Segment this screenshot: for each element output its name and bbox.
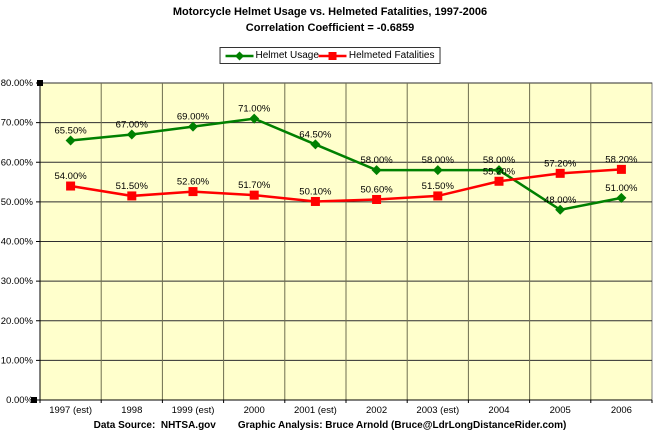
chart-title: Motorcycle Helmet Usage vs. Helmeted Fat… bbox=[172, 6, 488, 18]
data-point-label-helmeted-fatalities: 55.20% bbox=[483, 166, 516, 177]
data-point-label-helmet-usage: 67.00% bbox=[116, 120, 149, 131]
chart-subtitle: Correlation Coefficient = -0.6859 bbox=[245, 22, 415, 34]
data-point-label-helmet-usage: 51.00% bbox=[605, 183, 638, 194]
data-point-label-helmet-usage: 71.00% bbox=[238, 104, 271, 115]
data-point-marker-helmeted-fatalities bbox=[249, 190, 259, 200]
legend-label-helmeted-fatalities: Helmeted Fatalities bbox=[348, 50, 435, 61]
data-point-label-helmeted-fatalities: 57.20% bbox=[544, 158, 577, 169]
legend-sample-helmeted-fatalities-icon bbox=[318, 51, 347, 60]
legend-sample-helmet-usage-icon bbox=[225, 51, 254, 60]
series-line-helmet-usage bbox=[70, 117, 622, 212]
data-point-marker-helmet-usage bbox=[188, 121, 198, 132]
data-point-marker-helmeted-fatalities bbox=[433, 191, 443, 201]
y-tick-label: 80.00% bbox=[1, 78, 34, 89]
data-point-label-helmeted-fatalities: 50.60% bbox=[360, 184, 393, 195]
data-point-label-helmet-usage: 58.00% bbox=[360, 155, 393, 166]
x-tick-label: 2000 bbox=[244, 405, 265, 416]
data-point-label-helmet-usage: 69.00% bbox=[177, 112, 210, 123]
legend-item-helmeted-fatalities: Helmeted Fatalities bbox=[318, 50, 435, 61]
data-point-label-helmeted-fatalities: 51.50% bbox=[116, 181, 149, 192]
data-point-marker-helmet-usage bbox=[555, 204, 566, 215]
data-point-marker-helmeted-fatalities bbox=[310, 196, 320, 206]
data-point-marker-helmeted-fatalities bbox=[127, 191, 137, 201]
y-tick-label: 70.00% bbox=[1, 118, 34, 129]
data-point-label-helmet-usage: 58.00% bbox=[483, 155, 516, 166]
data-point-marker-helmeted-fatalities bbox=[555, 168, 565, 178]
footer-data-source: Data Source: NHTSA.gov bbox=[93, 420, 216, 431]
data-point-marker-helmet-usage bbox=[616, 192, 627, 203]
data-point-marker-helmeted-fatalities bbox=[494, 176, 504, 186]
data-point-label-helmet-usage: 58.00% bbox=[422, 155, 455, 166]
data-point-marker-helmet-usage bbox=[494, 165, 504, 176]
data-point-label-helmeted-fatalities: 58.20% bbox=[605, 154, 638, 165]
data-point-label-helmeted-fatalities: 51.50% bbox=[422, 181, 455, 192]
data-point-marker-helmet-usage bbox=[310, 139, 321, 150]
x-tick-label: 2006 bbox=[611, 405, 632, 416]
x-tick-label: 2002 bbox=[366, 405, 387, 416]
data-point-marker-helmet-usage bbox=[65, 135, 76, 146]
y-tick-label: 30.00% bbox=[1, 276, 34, 287]
x-tick-label: 1998 bbox=[121, 405, 142, 416]
chart-footer: Data Source: NHTSA.gov Graphic Analysis:… bbox=[0, 420, 660, 431]
legend-sample-marker bbox=[235, 51, 245, 60]
data-point-label-helmeted-fatalities: 50.10% bbox=[299, 186, 332, 197]
legend-label-helmet-usage: Helmet Usage bbox=[255, 50, 319, 61]
data-point-marker-helmeted-fatalities bbox=[188, 187, 198, 197]
x-tick-label: 1999 (est) bbox=[172, 405, 215, 416]
axis-selection-handle bbox=[31, 397, 37, 403]
axis-selection-handle bbox=[37, 80, 43, 86]
data-point-marker-helmet-usage bbox=[371, 165, 382, 176]
y-tick-label: 20.00% bbox=[1, 316, 34, 327]
data-point-label-helmeted-fatalities: 51.70% bbox=[238, 180, 271, 191]
data-point-marker-helmeted-fatalities bbox=[372, 194, 382, 204]
y-tick-label: 50.00% bbox=[1, 197, 34, 208]
legend: Helmet Usage Helmeted Fatalities bbox=[219, 47, 441, 64]
y-tick-label: 40.00% bbox=[1, 237, 34, 248]
data-point-label-helmet-usage: 65.50% bbox=[54, 125, 87, 136]
x-tick-label: 2001 (est) bbox=[294, 405, 337, 416]
x-tick-label: 2004 bbox=[488, 405, 509, 416]
data-point-label-helmeted-fatalities: 52.60% bbox=[177, 177, 210, 188]
series-line-helmeted-fatalities bbox=[70, 168, 622, 203]
x-tick-label: 2005 bbox=[550, 405, 571, 416]
y-tick-label: 10.00% bbox=[1, 355, 34, 366]
data-point-marker-helmeted-fatalities bbox=[66, 181, 76, 191]
data-point-marker-helmet-usage bbox=[432, 165, 443, 176]
data-point-marker-helmet-usage bbox=[249, 113, 260, 124]
x-tick-label: 1997 (est) bbox=[49, 405, 92, 416]
x-tick-label: 2003 (est) bbox=[416, 405, 459, 416]
y-tick-label: 60.00% bbox=[1, 157, 34, 168]
data-point-label-helmet-usage: 64.50% bbox=[299, 129, 332, 140]
y-tick-label: 0.00% bbox=[6, 395, 33, 406]
data-point-label-helmet-usage: 48.00% bbox=[544, 195, 577, 206]
legend-item-helmet-usage: Helmet Usage bbox=[225, 50, 319, 61]
data-point-label-helmeted-fatalities: 54.00% bbox=[54, 171, 87, 182]
data-point-marker-helmet-usage bbox=[126, 129, 137, 140]
data-point-marker-helmeted-fatalities bbox=[616, 164, 626, 174]
legend-sample-marker bbox=[328, 51, 337, 60]
footer-analysis: Graphic Analysis: Bruce Arnold (Bruce@Ld… bbox=[237, 420, 567, 431]
